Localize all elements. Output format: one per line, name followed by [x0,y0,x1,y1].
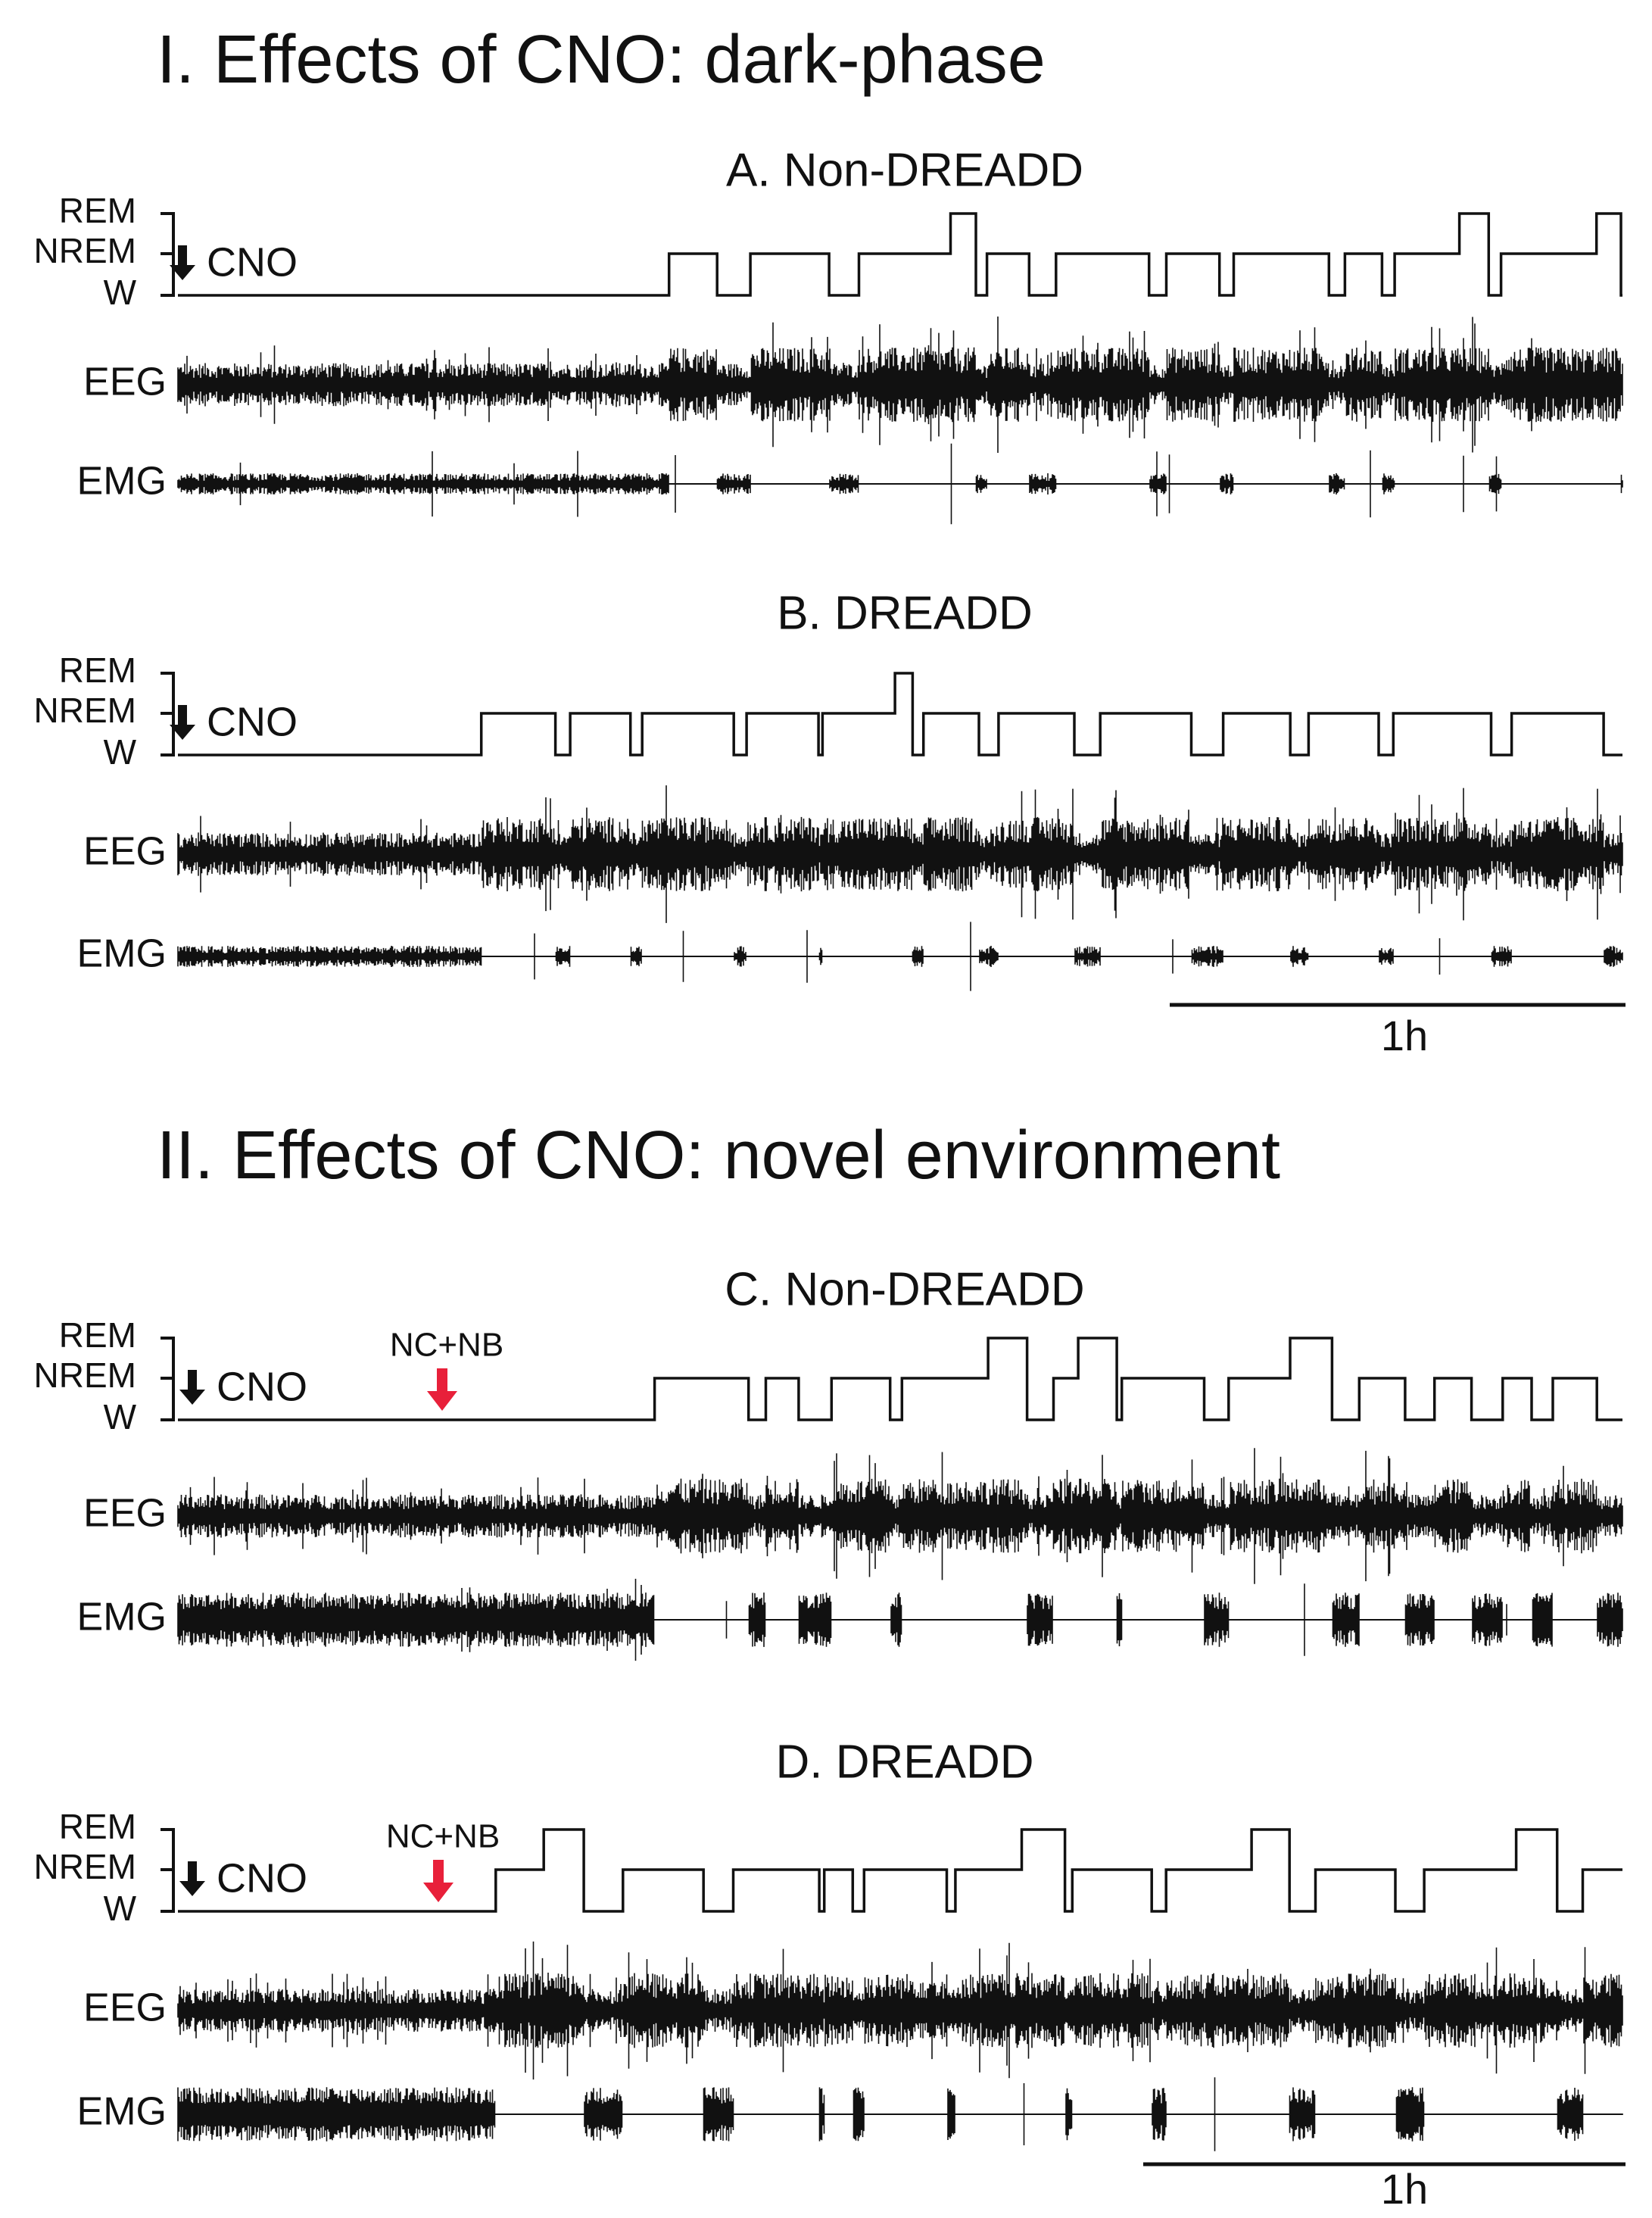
signal-label: EMG [77,932,167,976]
eeg-trace [177,317,1623,453]
state-label: NREM [34,1355,136,1395]
hypnogram [178,1828,1622,1913]
eeg-trace [177,1448,1623,1584]
signal-label: EMG [77,2090,167,2134]
state-label: NREM [34,231,136,270]
signal-label: EEG [83,1492,167,1536]
state-label: W [104,1889,137,1928]
signal-label: EEG [83,830,167,874]
panel-title: B. DREADD [777,587,1033,639]
injection-arrow [170,705,195,740]
hypnogram [178,672,1622,756]
state-label: REM [59,191,136,230]
emg-trace [177,1578,1623,1661]
state-axis [161,672,175,756]
stimulus-label: NC+NB [386,1818,500,1855]
state-label: REM [59,650,136,690]
injection-label: CNO [217,1364,307,1409]
stimulus-label: NC+NB [390,1327,503,1364]
panel-title: A. Non-DREADD [726,144,1083,196]
state-label: W [104,732,137,772]
panel-title: D. DREADD [775,1736,1033,1788]
eeg-trace [177,1941,1623,2080]
scale-label: 1h [1381,1012,1428,1059]
stimulus-arrow [427,1368,457,1411]
emg-trace [177,2077,1623,2151]
section-title: I. Effects of CNO: dark-phase [157,22,1046,98]
injection-label: CNO [207,239,298,285]
hypnogram [178,1337,1622,1421]
state-label: W [104,273,137,312]
injection-arrow [179,1861,205,1896]
injection-arrow [170,245,195,280]
emg-trace [177,443,1623,525]
injection-arrow [179,1370,205,1405]
panel-title: C. Non-DREADD [725,1263,1084,1315]
eeg-trace [177,785,1623,923]
injection-label: CNO [207,699,298,744]
state-axis [161,1828,175,1913]
hypnogram [178,212,1622,297]
state-label: NREM [34,691,136,730]
state-label: REM [59,1315,136,1355]
signal-label: EMG [77,1596,167,1639]
emg-trace [177,922,1623,991]
scale-label: 1h [1381,2165,1428,2213]
signal-label: EMG [77,460,167,504]
stimulus-arrow [423,1860,454,1902]
state-label: W [104,1397,137,1437]
injection-label: CNO [217,1855,307,1901]
state-axis [161,1337,175,1421]
state-label: NREM [34,1847,136,1886]
state-axis [161,212,175,297]
signal-label: EEG [83,360,167,404]
section-title: II. Effects of CNO: novel environment [157,1118,1280,1193]
state-label: REM [59,1807,136,1846]
signal-label: EEG [83,1986,167,2030]
